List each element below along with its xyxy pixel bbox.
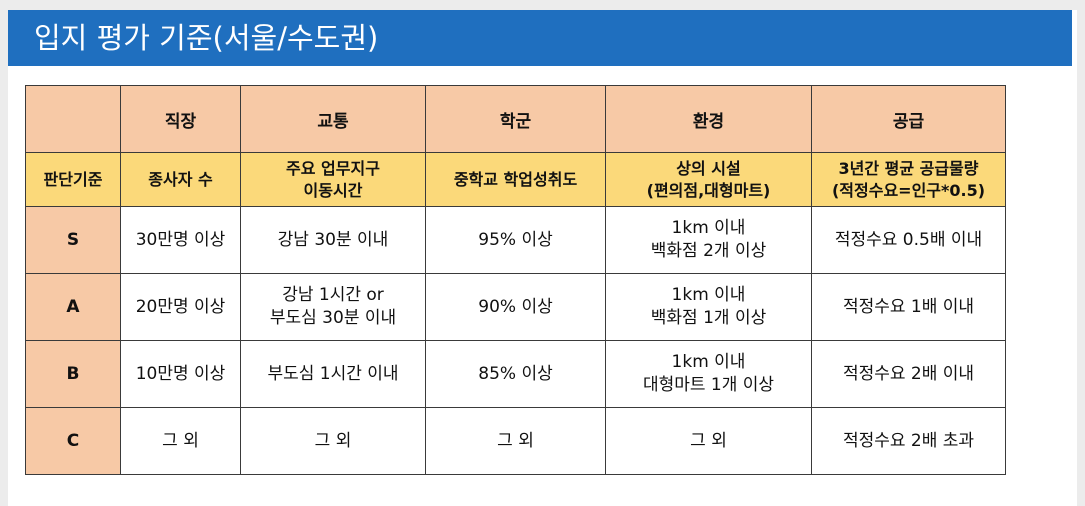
table-cell: 적정수요 1배 이내	[811, 273, 1006, 341]
table-cell: 20만명 이상	[120, 273, 241, 341]
header-transport: 교통	[240, 85, 426, 153]
table-cell: 85% 이상	[425, 340, 606, 408]
table-cell: 적정수요 2배 초과	[811, 407, 1006, 475]
category-header-row: 직장 교통 학군 환경 공급	[25, 85, 1006, 153]
table-cell: 적정수요 2배 이내	[811, 340, 1006, 408]
table-cell: 1km 이내 백화점 1개 이상	[605, 273, 812, 341]
criteria-transport: 주요 업무지구 이동시간	[240, 152, 426, 207]
table-cell: 그 외	[120, 407, 241, 475]
table-cell: 적정수요 0.5배 이내	[811, 206, 1006, 274]
table-cell: 강남 30분 이내	[240, 206, 426, 274]
criteria-header-row: 판단기준 종사자 수 주요 업무지구 이동시간 중학교 학업성취도 상의 시설 …	[25, 152, 1006, 207]
table-row: C 그 외 그 외 그 외 그 외 적정수요 2배 초과	[25, 407, 1006, 475]
slide: 입지 평가 기준(서울/수도권) 직장 교통 학군 환경 공급 판단기준 종사자…	[8, 10, 1077, 506]
criteria-supply: 3년간 평균 공급물량 (적정수요=인구*0.5)	[811, 152, 1006, 207]
table-cell: 10만명 이상	[120, 340, 241, 408]
grade-cell: C	[25, 407, 121, 475]
header-school: 학군	[425, 85, 606, 153]
table-cell: 90% 이상	[425, 273, 606, 341]
header-job: 직장	[120, 85, 241, 153]
table-cell: 1km 이내 백화점 2개 이상	[605, 206, 812, 274]
table-row: B 10만명 이상 부도심 1시간 이내 85% 이상 1km 이내 대형마트 …	[25, 340, 1006, 408]
page-title: 입지 평가 기준(서울/수도권)	[34, 21, 379, 55]
criteria-school: 중학교 학업성취도	[425, 152, 606, 207]
grade-cell: B	[25, 340, 121, 408]
header-environment: 환경	[605, 85, 812, 153]
table-cell: 그 외	[425, 407, 606, 475]
table-cell: 그 외	[605, 407, 812, 475]
criteria-environment: 상의 시설 (편의점,대형마트)	[605, 152, 812, 207]
table-cell: 30만명 이상	[120, 206, 241, 274]
table-cell: 강남 1시간 or 부도심 30분 이내	[240, 273, 426, 341]
table-cell: 부도심 1시간 이내	[240, 340, 426, 408]
header-empty	[25, 85, 121, 153]
header-supply: 공급	[811, 85, 1006, 153]
table-cell: 95% 이상	[425, 206, 606, 274]
table-row: S 30만명 이상 강남 30분 이내 95% 이상 1km 이내 백화점 2개…	[25, 206, 1006, 274]
criteria-job: 종사자 수	[120, 152, 241, 207]
table-row: A 20만명 이상 강남 1시간 or 부도심 30분 이내 90% 이상 1k…	[25, 273, 1006, 341]
table-cell: 그 외	[240, 407, 426, 475]
grade-cell: S	[25, 206, 121, 274]
title-bar: 입지 평가 기준(서울/수도권)	[8, 10, 1072, 66]
criteria-table: 직장 교통 학군 환경 공급 판단기준 종사자 수 주요 업무지구 이동시간 중…	[25, 85, 1006, 475]
table-cell: 1km 이내 대형마트 1개 이상	[605, 340, 812, 408]
grade-cell: A	[25, 273, 121, 341]
criteria-label: 판단기준	[25, 152, 121, 207]
